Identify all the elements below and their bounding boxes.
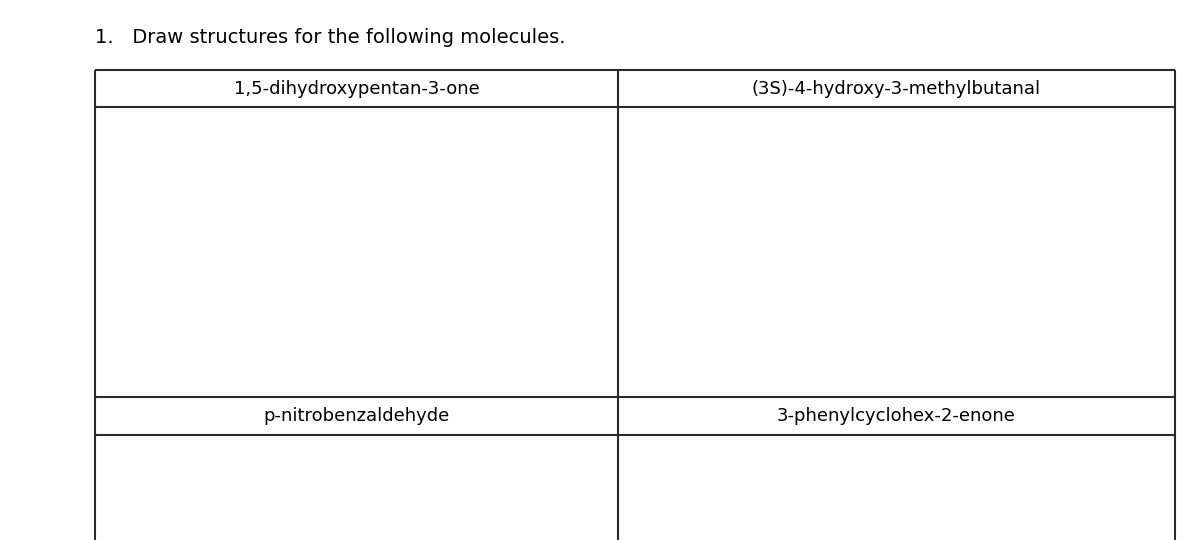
Text: 3-phenylcyclohex-2-enone: 3-phenylcyclohex-2-enone xyxy=(778,407,1016,425)
Text: (3S)-4-hydroxy-3-methylbutanal: (3S)-4-hydroxy-3-methylbutanal xyxy=(752,79,1042,98)
Text: p-nitrobenzaldehyde: p-nitrobenzaldehyde xyxy=(263,407,450,425)
Text: 1,5-dihydroxypentan-3-one: 1,5-dihydroxypentan-3-one xyxy=(234,79,479,98)
Text: 1.   Draw structures for the following molecules.: 1. Draw structures for the following mol… xyxy=(95,28,565,47)
